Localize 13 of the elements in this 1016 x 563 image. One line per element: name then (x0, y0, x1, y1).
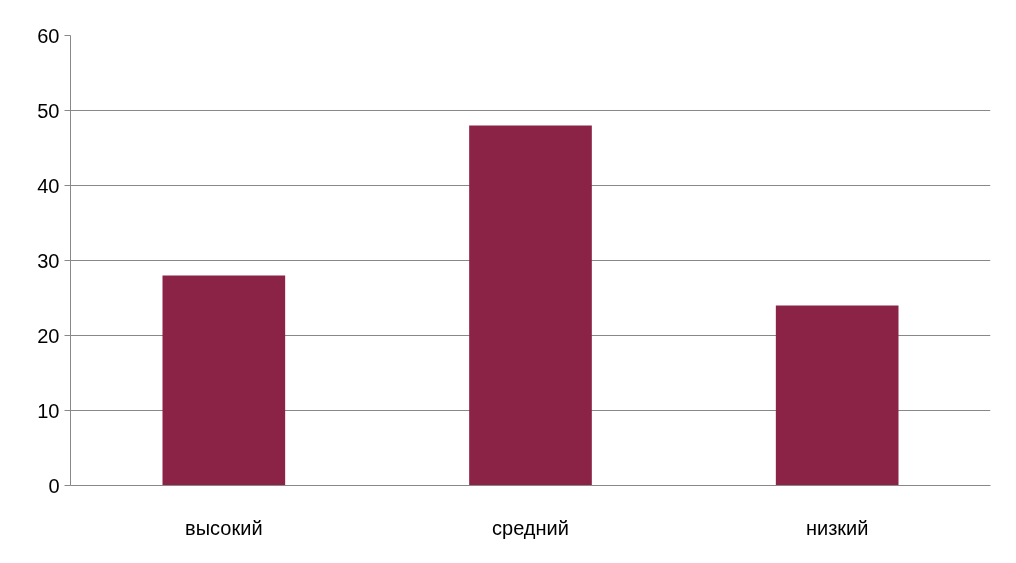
y-tick-label: 40 (37, 174, 60, 197)
x-tick-label: средний (492, 516, 569, 539)
x-tick-label: низкий (805, 516, 869, 539)
x-tick-label: высокий (185, 516, 263, 539)
bar (162, 275, 286, 486)
bar (469, 125, 592, 486)
y-tick-label: 20 (37, 324, 60, 347)
y-tick-label: 60 (37, 24, 60, 47)
y-tick-label: 30 (37, 249, 60, 272)
y-tick-label: 10 (37, 399, 60, 422)
y-tick-label: 50 (37, 99, 60, 122)
bar (775, 305, 899, 486)
y-tick-label: 0 (48, 474, 60, 497)
